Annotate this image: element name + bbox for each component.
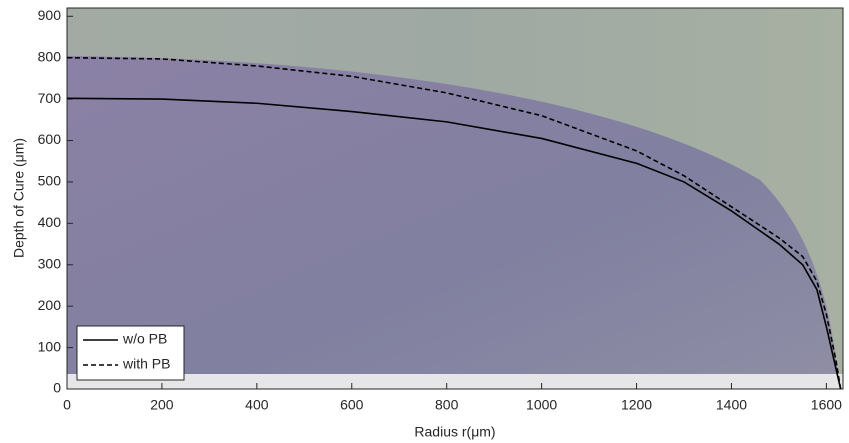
x-axis-label: Radius r(μm): [414, 424, 495, 440]
x-tick-label: 800: [435, 397, 459, 413]
y-tick-label: 100: [38, 338, 62, 354]
y-tick-label: 500: [38, 173, 62, 189]
y-tick-label: 900: [38, 7, 62, 23]
x-tick-label: 1200: [621, 397, 652, 413]
y-tick-label: 400: [38, 214, 62, 230]
y-tick-label: 200: [38, 297, 62, 313]
y-axis-label: Depth of Cure (μm): [11, 138, 27, 258]
legend-label: w/o PB: [122, 331, 167, 347]
y-tick-label: 300: [38, 255, 62, 271]
x-tick-label: 400: [245, 397, 269, 413]
y-tick-label: 600: [38, 131, 62, 147]
photo-background: [67, 8, 843, 389]
y-tick-label: 800: [38, 48, 62, 64]
legend: w/o PB with PB: [76, 325, 185, 381]
y-tick-label: 0: [53, 380, 61, 396]
x-tick-label: 600: [340, 397, 364, 413]
line-series: [66, 56, 842, 390]
legend-label: with PB: [122, 356, 170, 372]
x-tick-label: 0: [63, 397, 71, 413]
plot-frame: [66, 7, 844, 390]
x-tick-label: 200: [150, 397, 174, 413]
x-tick-label: 1600: [811, 397, 842, 413]
y-tick-label: 700: [38, 90, 62, 106]
line-series: [66, 97, 842, 390]
x-tick-label: 1000: [526, 397, 557, 413]
x-tick-label: 1400: [716, 397, 747, 413]
